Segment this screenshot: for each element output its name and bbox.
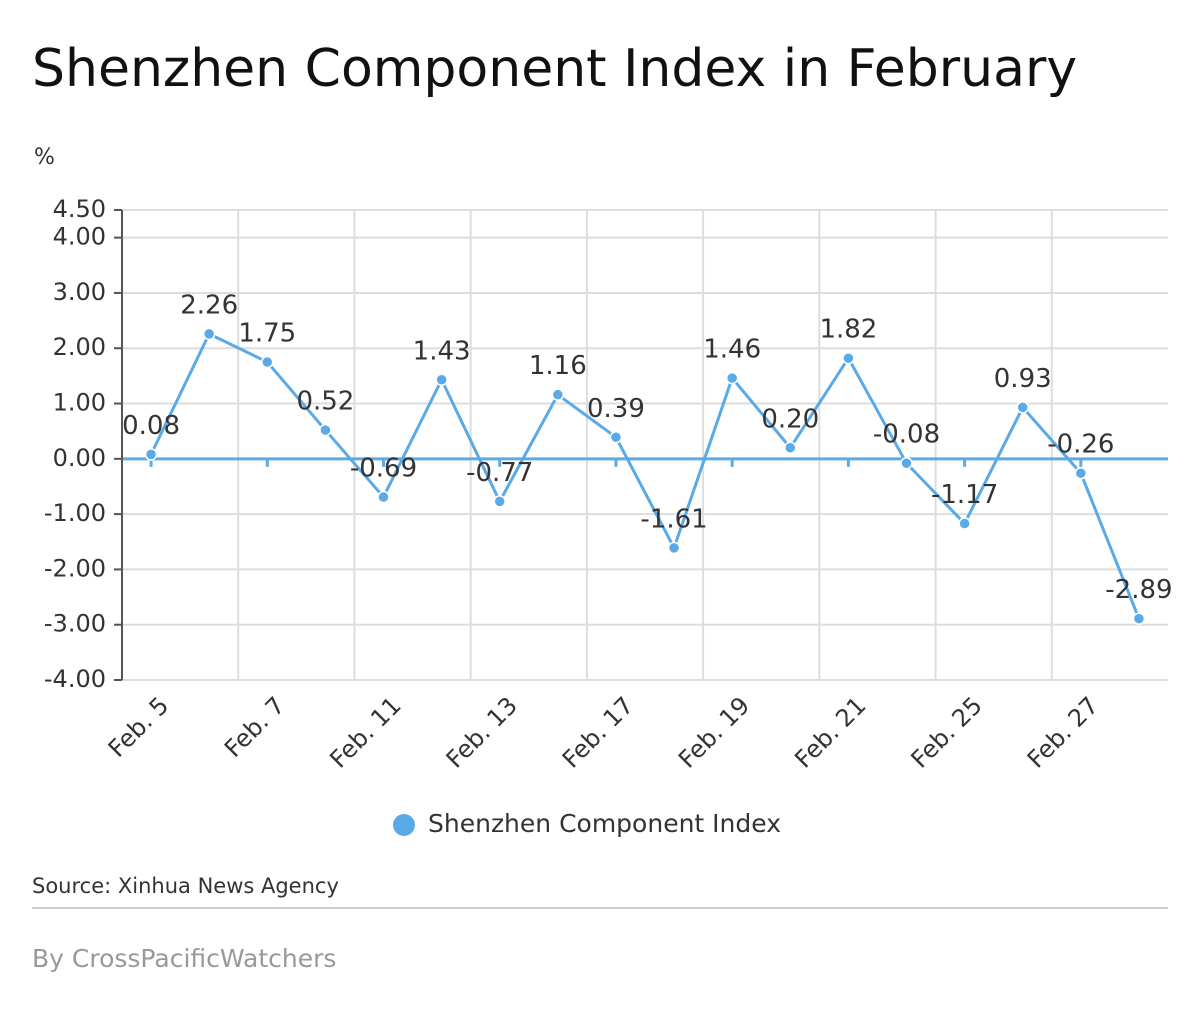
x-tick-label: Feb. 5 [103,691,174,762]
y-tick-label: 4.50 [53,195,106,223]
y-tick-label: 0.00 [53,444,106,472]
value-label: -1.17 [931,480,998,510]
legend-marker [393,814,415,836]
value-label: 1.43 [413,336,471,366]
value-label: 1.46 [703,335,761,365]
point [319,423,332,437]
x-tick-label: Feb. 17 [557,691,639,773]
point [377,490,390,504]
point [784,441,797,455]
point [261,355,274,369]
y-tick-label: -1.00 [44,499,106,527]
y-tick-label: 2.00 [53,333,106,361]
legend-label: Shenzhen Component Index [428,809,781,838]
y-tick-label: -4.00 [44,665,106,693]
value-label: 1.75 [238,319,296,349]
value-label: 0.20 [761,404,819,434]
value-label: 0.52 [296,387,354,417]
y-tick-label: 3.00 [53,278,106,306]
value-label: 1.16 [529,351,587,381]
x-tick-label: Feb. 27 [1022,691,1104,773]
x-tick-label: Feb. 21 [789,691,871,773]
point [667,541,681,555]
x-tick-label: Feb. 7 [219,691,290,762]
x-tick-label: Feb. 11 [324,691,406,773]
value-label: 2.26 [180,290,238,320]
line [149,331,1141,620]
credit: By CrossPacificWatchers [32,944,336,973]
point [1074,466,1088,480]
chart-title: Shenzhen Component Index in February [32,39,1077,99]
value-label: -0.26 [1047,430,1114,460]
point [435,373,448,387]
value-label: 0.39 [587,394,645,424]
point [842,351,855,365]
point [1132,612,1146,625]
value-label: -0.08 [873,420,940,450]
value-label: -0.77 [466,458,533,488]
y-tick-label: -3.00 [44,610,106,638]
y-tick-label: 1.00 [53,389,106,417]
point [493,495,506,508]
value-label: 1.82 [819,315,877,345]
y-tick-label: -2.00 [44,554,106,582]
x-tick-label: Feb. 13 [441,691,523,773]
point [958,517,971,530]
y-axis-label: % [34,145,55,170]
value-label: 0.93 [994,364,1052,394]
value-label: -2.89 [1105,575,1172,605]
point [1016,401,1029,414]
value-label: -1.61 [640,504,707,534]
source: Source: Xinhua News Agency [32,874,339,898]
x-tick-label: Feb. 25 [906,691,988,773]
point [725,371,739,385]
y-tick-label: 4.00 [53,223,106,251]
point [900,456,913,470]
value-label: -0.69 [350,453,417,483]
point [144,448,158,461]
value-label: 0.08 [122,411,180,441]
point [609,431,623,444]
point [551,388,565,401]
x-tick-label: Feb. 19 [673,691,755,773]
point [202,327,216,341]
